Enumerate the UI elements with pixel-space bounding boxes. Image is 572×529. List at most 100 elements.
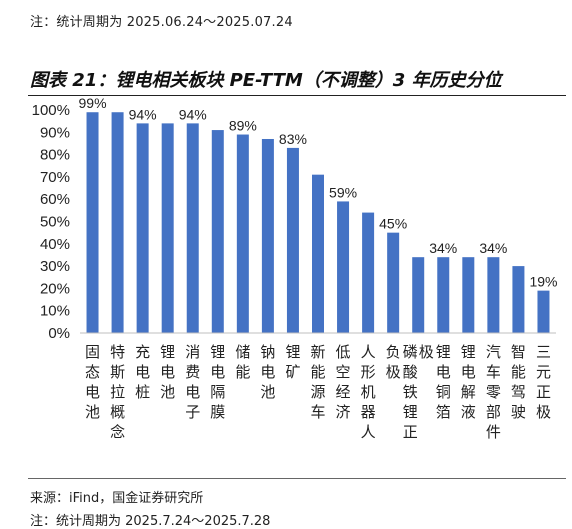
x-category-label: 低空经济低空经济	[336, 343, 351, 421]
data-label: 94%	[179, 106, 207, 122]
x-category-char: 经	[336, 383, 351, 401]
x-category-char: 驶	[511, 403, 526, 421]
x-category-char: 电	[135, 363, 150, 381]
bar	[312, 174, 324, 333]
x-category-label: 钠电池钠电池	[260, 343, 275, 401]
x-category-char: 电	[185, 383, 200, 401]
x-category-char: 零	[486, 383, 501, 401]
data-label: 99%	[79, 95, 107, 111]
bar	[337, 201, 350, 333]
x-category-label: 负极负极	[386, 343, 401, 381]
bar	[437, 257, 450, 333]
x-category-char: 负	[386, 343, 401, 361]
data-label: 45%	[379, 216, 407, 232]
x-category-char: 部	[486, 403, 501, 421]
data-label: 34%	[479, 240, 507, 256]
x-category-label: 磷酸铁锂正极磷酸铁锂正极	[403, 343, 434, 441]
x-category-char: 电	[85, 383, 100, 401]
x-category-char: 液	[461, 403, 476, 421]
y-tick-label: 30%	[40, 258, 70, 275]
x-category-char: 电	[260, 363, 275, 381]
x-category-char: 池	[160, 383, 175, 401]
x-category-char: 形	[361, 363, 376, 381]
x-category-char: 特	[110, 343, 125, 361]
x-category-char: 磷	[403, 343, 418, 361]
x-category-char: 锂	[436, 343, 451, 361]
x-category-char: 智	[511, 343, 526, 361]
x-category-char: 桩	[135, 383, 150, 401]
x-category-char: 新	[310, 343, 325, 361]
x-category-char: 正	[403, 423, 418, 441]
bar	[161, 123, 174, 333]
x-category-char: 态	[85, 363, 100, 381]
x-category-char: 锂	[210, 343, 225, 361]
x-category-label: 人形机器人人形机器人	[361, 343, 376, 441]
x-category-char: 酸	[403, 363, 418, 381]
x-category-char: 空	[336, 363, 351, 381]
x-category-label: 储能储能	[235, 343, 250, 381]
y-tick-label: 20%	[40, 280, 70, 297]
bar	[286, 147, 299, 333]
x-category-char: 拉	[110, 383, 125, 401]
data-labels-group: 99% 94% 94% 89% 83% 59% 45% 34% 34% 19%	[79, 95, 558, 289]
source-divider	[28, 478, 566, 479]
x-category-char: 机	[361, 383, 376, 401]
x-category-char: 驾	[511, 383, 526, 401]
x-category-char: 人	[361, 423, 376, 441]
x-category-char: 车	[486, 363, 501, 381]
bar	[387, 232, 400, 333]
x-category-char: 锂	[403, 403, 418, 421]
x-category-char: 三	[536, 343, 551, 361]
bottom-note: 注：统计周期为 2025.7.24～2025.7.28	[30, 514, 271, 529]
y-tick-label: 70%	[40, 169, 70, 186]
x-category-char: 源	[310, 383, 325, 401]
x-category-char: 济	[336, 403, 351, 421]
x-category-label: 固态电池固态电池	[85, 343, 100, 421]
bar	[86, 112, 99, 333]
y-tick-label: 0%	[48, 325, 70, 342]
x-category-char: 钠	[260, 343, 275, 361]
x-category-char: 电	[210, 363, 225, 381]
x-category-char: 汽	[486, 343, 501, 361]
x-category-label: 充电桩充电桩	[135, 343, 150, 401]
x-category-char: 储	[235, 343, 250, 361]
x-category-char: 车	[310, 403, 325, 421]
y-tick-label: 100%	[32, 102, 70, 119]
data-label: 19%	[529, 274, 557, 290]
x-category-label: 锂矿锂矿	[285, 343, 300, 381]
x-category-char: 固	[85, 343, 100, 361]
data-label: 83%	[279, 131, 307, 147]
x-category-label: 三元正极三元正极	[536, 343, 551, 421]
x-category-char: 能	[511, 363, 526, 381]
x-category-label: 特斯拉概念特斯拉概念	[110, 343, 125, 441]
y-tick-label: 40%	[40, 236, 70, 253]
bar	[186, 123, 199, 333]
y-axis: 0% 10% 20% 30% 40% 50% 60% 70% 80% 90% 100%	[32, 102, 70, 342]
x-category-label: 锂电隔膜锂电隔膜	[210, 343, 225, 421]
x-category-char: 件	[486, 423, 501, 441]
x-category-char: 锂	[461, 343, 476, 361]
x-category-char: 念	[110, 423, 125, 441]
x-category-char: 能	[235, 363, 250, 381]
x-category-char: 充	[135, 343, 150, 361]
x-category-char: 电	[461, 363, 476, 381]
data-label: 89%	[229, 118, 257, 134]
x-category-char: 解	[461, 383, 476, 401]
x-category-char: 锂	[160, 343, 175, 361]
x-category-label: 智能驾驶智能驾驶	[511, 343, 526, 421]
x-category-char: 消	[185, 343, 200, 361]
x-category-char: 子	[185, 403, 200, 421]
y-tick-label: 60%	[40, 191, 70, 208]
x-category-char: 锂	[285, 343, 300, 361]
x-category-label: 锂电解液锂电解液	[461, 343, 476, 421]
data-label: 34%	[429, 240, 457, 256]
source-note: 来源：iFind，国金证券研究所	[30, 491, 204, 506]
top-note: 注：统计周期为 2025.06.24～2025.07.24	[30, 15, 293, 30]
bars-group	[86, 112, 550, 333]
y-tick-label: 90%	[40, 124, 70, 141]
y-tick-label: 50%	[40, 214, 70, 231]
x-category-char: 器	[361, 403, 376, 421]
bar	[462, 257, 475, 333]
